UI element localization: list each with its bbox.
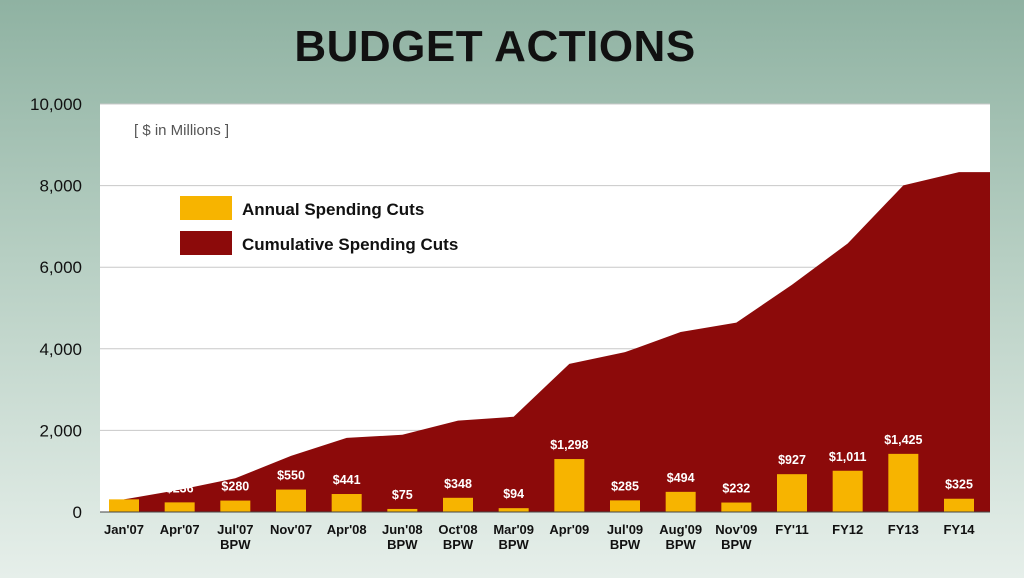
x-tick-label: Oct'08 bbox=[438, 522, 477, 537]
y-tick-label: 6,000 bbox=[39, 258, 82, 277]
bar-value-label: $94 bbox=[503, 487, 524, 501]
bar-value-label: $75 bbox=[392, 488, 413, 502]
x-tick-label: FY'11 bbox=[775, 522, 808, 537]
annual-bar bbox=[944, 498, 974, 512]
cumulative-area bbox=[124, 172, 990, 512]
bar-value-label: $325 bbox=[945, 478, 973, 492]
x-tick-label: BPW bbox=[387, 537, 418, 552]
x-tick-label: BPW bbox=[665, 537, 696, 552]
annual-bars: $310 $236 $280 $550 $441 $75 $348 $94 $1,298 $285… bbox=[109, 433, 974, 512]
x-tick-label: Jun'08 bbox=[382, 522, 423, 537]
bar-value-label: $1,298 bbox=[550, 438, 588, 452]
x-tick-label: FY12 bbox=[832, 522, 863, 537]
annual-bar bbox=[665, 491, 696, 512]
annual-bar bbox=[610, 500, 640, 512]
bar-value-label: $441 bbox=[333, 473, 361, 487]
annual-bar bbox=[498, 508, 529, 512]
bar-value-label: $348 bbox=[444, 477, 472, 491]
annual-bar bbox=[443, 497, 473, 512]
units-note: [ $ in Millions ] bbox=[134, 122, 229, 139]
y-axis-ticks: 10,000 8,000 6,000 4,000 2,000 0 bbox=[30, 95, 82, 522]
legend-label-cumulative: Cumulative Spending Cuts bbox=[242, 235, 458, 254]
bar-value-label: $927 bbox=[778, 453, 806, 467]
x-tick-label: Nov'07 bbox=[270, 522, 312, 537]
x-tick-label: Mar'09 bbox=[493, 522, 534, 537]
chart-title: BUDGET ACTIONS bbox=[294, 22, 696, 71]
x-tick-label: Jul'09 bbox=[607, 522, 643, 537]
legend: Annual Spending Cuts Cumulative Spending… bbox=[180, 196, 458, 255]
annual-bar bbox=[721, 502, 752, 512]
x-tick-label: BPW bbox=[220, 537, 251, 552]
y-tick-label: 2,000 bbox=[39, 421, 82, 440]
x-tick-label: Apr'09 bbox=[549, 522, 589, 537]
annual-bar bbox=[331, 494, 362, 512]
x-tick-label: Apr'08 bbox=[327, 522, 367, 537]
bar-value-label: $1,011 bbox=[829, 450, 867, 464]
bar-value-label: $236 bbox=[166, 481, 194, 495]
bar-value-label: $550 bbox=[277, 469, 305, 483]
y-tick-label: 8,000 bbox=[39, 177, 82, 196]
x-tick-label: Apr'07 bbox=[160, 522, 200, 537]
bar-value-label: $285 bbox=[611, 479, 639, 493]
x-tick-label: Nov'09 bbox=[715, 522, 757, 537]
annual-bar bbox=[832, 470, 863, 512]
legend-swatch-cumulative bbox=[180, 231, 232, 255]
bar-value-label: $310 bbox=[110, 478, 138, 492]
x-tick-label: FY14 bbox=[943, 522, 975, 537]
y-tick-label: 4,000 bbox=[39, 340, 82, 359]
bar-value-label: $1,425 bbox=[884, 433, 922, 447]
annual-bar bbox=[777, 474, 807, 512]
x-tick-label: Jan'07 bbox=[104, 522, 144, 537]
x-tick-label: Jul'07 bbox=[217, 522, 253, 537]
annual-bar bbox=[109, 499, 139, 512]
x-tick-label: Aug'09 bbox=[659, 522, 702, 537]
x-tick-label: BPW bbox=[498, 537, 529, 552]
x-tick-label: BPW bbox=[610, 537, 641, 552]
x-tick-label: BPW bbox=[721, 537, 752, 552]
bar-value-label: $494 bbox=[667, 471, 695, 485]
legend-label-annual: Annual Spending Cuts bbox=[242, 200, 424, 219]
annual-bar bbox=[220, 500, 251, 512]
bar-value-label: $280 bbox=[221, 480, 249, 494]
legend-swatch-annual bbox=[180, 196, 232, 220]
y-tick-label: 10,000 bbox=[30, 95, 82, 114]
annual-bar bbox=[888, 453, 919, 512]
annual-bar bbox=[554, 459, 585, 512]
x-tick-label: FY13 bbox=[888, 522, 919, 537]
annual-bar bbox=[387, 508, 418, 512]
x-tick-label: BPW bbox=[443, 537, 474, 552]
annual-bar bbox=[276, 489, 306, 512]
y-tick-label: 0 bbox=[73, 503, 82, 522]
annual-bar bbox=[164, 502, 195, 512]
bar-value-label: $232 bbox=[722, 482, 750, 496]
